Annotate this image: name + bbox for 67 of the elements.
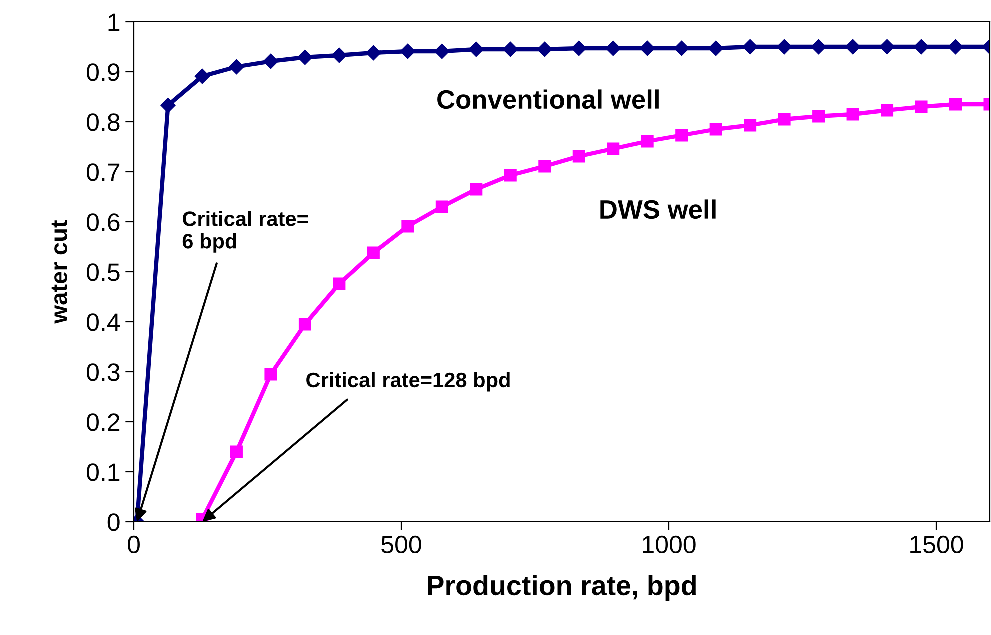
- point: [537, 42, 552, 58]
- point: [776, 39, 792, 55]
- point: [742, 39, 758, 55]
- point: [880, 39, 895, 55]
- point: [811, 39, 826, 55]
- point: [468, 42, 484, 58]
- x-axis-title: Production rate, bpd: [428, 575, 696, 602]
- point: [607, 142, 620, 156]
- y-tick-label: 0.3: [87, 364, 120, 382]
- series-label: Conventional well: [438, 90, 659, 110]
- point: [194, 68, 210, 84]
- point: [572, 40, 587, 56]
- y-tick-label: 0.1: [87, 464, 120, 482]
- point: [402, 220, 414, 233]
- point: [298, 50, 313, 66]
- point: [710, 123, 722, 136]
- point: [503, 42, 518, 58]
- point: [676, 129, 688, 142]
- point: [846, 108, 860, 121]
- point: [160, 98, 176, 114]
- point: [708, 40, 724, 56]
- point: [674, 40, 690, 56]
- point: [400, 44, 416, 60]
- point: [572, 150, 586, 163]
- annotation: Critical rate=128 bpd: [306, 372, 510, 392]
- point: [881, 104, 894, 117]
- point: [914, 39, 930, 55]
- y-tick-label: 0.5: [87, 264, 120, 282]
- x-tick-label: 1500: [910, 536, 964, 554]
- point: [366, 45, 382, 61]
- point: [845, 39, 861, 55]
- point: [504, 169, 517, 182]
- x-tick-label: 500: [382, 536, 422, 554]
- point: [538, 160, 552, 173]
- point: [332, 48, 348, 64]
- y-tick-label: 0.8: [87, 114, 120, 132]
- point: [640, 40, 656, 56]
- point: [778, 113, 791, 126]
- y-tick-label: 0.4: [87, 314, 120, 332]
- point: [812, 110, 826, 123]
- point: [606, 40, 621, 56]
- point: [948, 39, 964, 55]
- point: [434, 44, 450, 60]
- series-label: DWS well: [600, 200, 716, 220]
- x-tick-label: 0: [128, 536, 140, 554]
- point: [367, 246, 380, 260]
- point: [229, 59, 244, 75]
- y-tick-label: 1: [108, 14, 120, 32]
- y-tick-label: 0.9: [87, 64, 120, 82]
- y-tick-label: 0.6: [87, 214, 120, 232]
- point: [470, 183, 483, 196]
- point: [950, 98, 962, 111]
- point: [641, 135, 654, 148]
- x-tick-label: 1000: [643, 536, 696, 554]
- point: [333, 278, 346, 290]
- annotation: Critical rate= 6 bpd: [182, 211, 308, 253]
- point: [915, 100, 928, 114]
- point: [263, 54, 279, 70]
- point: [744, 119, 757, 132]
- y-tick-label: 0: [108, 514, 120, 532]
- y-tick-label: 0.2: [87, 414, 120, 432]
- point: [264, 368, 278, 381]
- point: [230, 446, 243, 458]
- point: [298, 318, 312, 331]
- point: [436, 200, 448, 214]
- y-axis-title: water cut: [52, 220, 68, 324]
- y-tick-label: 0.7: [87, 164, 120, 182]
